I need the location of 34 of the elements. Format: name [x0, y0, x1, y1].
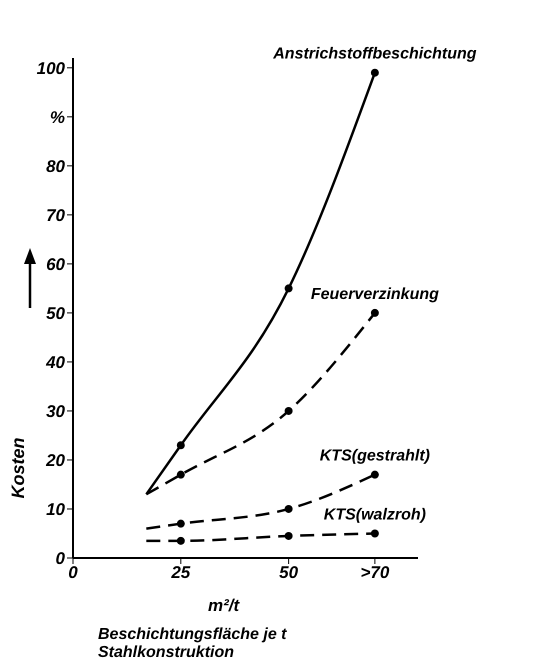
y-tick-label: 0	[56, 549, 66, 568]
y-tick-label: 10	[46, 500, 66, 520]
point	[370, 529, 379, 538]
point	[370, 470, 379, 479]
y-tick-label: 70	[46, 206, 66, 225]
y-tick-label: 60	[46, 254, 66, 274]
point	[284, 284, 293, 292]
point	[284, 406, 293, 415]
y-tick-label: 40	[45, 352, 66, 372]
series-label: Feuerverzinkung	[310, 286, 440, 303]
point	[284, 532, 293, 540]
point	[176, 520, 185, 528]
point	[370, 308, 379, 317]
point	[284, 504, 293, 513]
y-tick-label: 50	[46, 304, 66, 323]
x-axis-title: Beschichtungsfläche je t Stahlkonstruktion	[98, 626, 286, 661]
point	[176, 536, 185, 545]
series-label: KTS(gestrahlt)	[320, 448, 430, 465]
y-tick-label: 80	[46, 156, 66, 176]
series-label: Anstrichstoffbeschichtung	[272, 46, 477, 63]
x-tick-label: >70	[360, 563, 390, 582]
point	[176, 470, 185, 479]
y-tick-label: 20	[45, 450, 66, 470]
y-tick-label: 100	[36, 58, 66, 78]
y-tick-label: %	[50, 108, 65, 127]
y-tick-label: 30	[46, 402, 66, 421]
x-tick-label: 25	[170, 563, 191, 582]
series-label: KTS(walzroh)	[324, 506, 426, 524]
y-axis-title: Kosten	[8, 437, 28, 499]
point	[370, 68, 379, 77]
point	[176, 441, 185, 450]
x-tick-label: 0	[68, 563, 78, 582]
x-tick-label: 50	[279, 563, 299, 582]
text: m²/t	[208, 596, 240, 615]
